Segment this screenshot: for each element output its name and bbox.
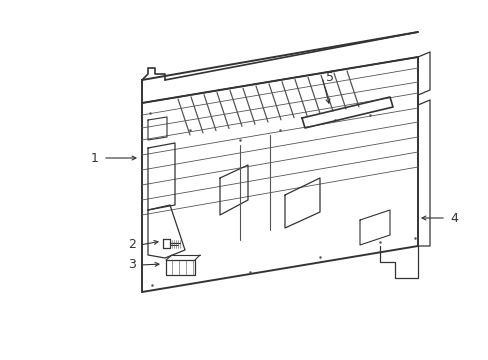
Text: 3: 3 [128,258,136,271]
Text: 1: 1 [91,152,99,165]
Text: 2: 2 [128,239,136,252]
Text: 4: 4 [449,212,457,225]
Text: 5: 5 [325,71,333,84]
